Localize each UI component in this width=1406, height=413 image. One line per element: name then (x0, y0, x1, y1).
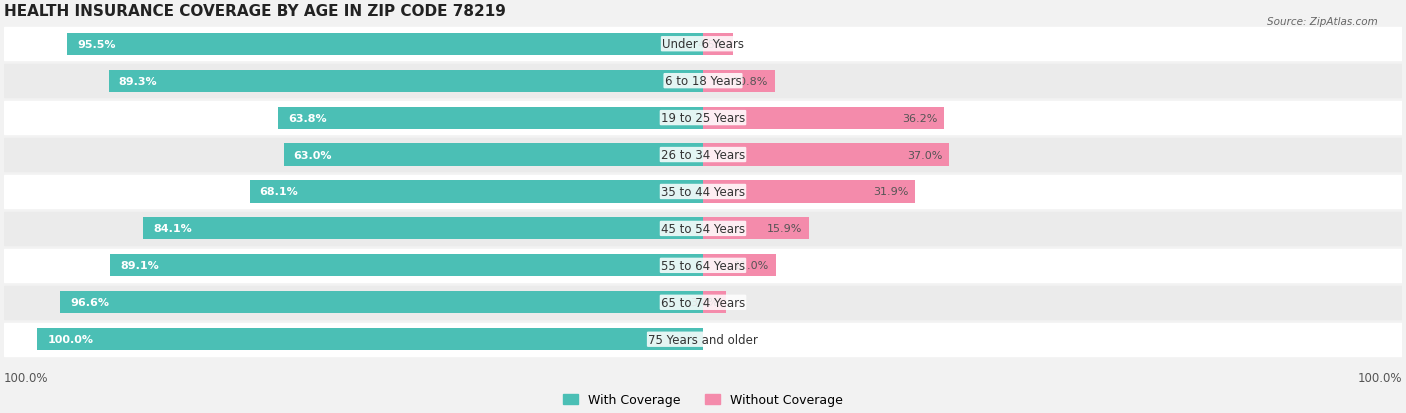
Legend: With Coverage, Without Coverage: With Coverage, Without Coverage (558, 388, 848, 411)
Text: 15.9%: 15.9% (766, 224, 803, 234)
Text: 65 to 74 Years: 65 to 74 Years (661, 296, 745, 309)
Text: Source: ZipAtlas.com: Source: ZipAtlas.com (1267, 17, 1378, 26)
Bar (703, 181, 915, 203)
Text: 63.8%: 63.8% (288, 113, 328, 123)
Text: 95.5%: 95.5% (77, 40, 115, 50)
Bar (60, 292, 703, 313)
Text: 68.1%: 68.1% (260, 187, 298, 197)
Bar (703, 218, 808, 240)
Bar (278, 107, 703, 129)
Text: 84.1%: 84.1% (153, 224, 193, 234)
Bar (703, 144, 949, 166)
Text: 100.0%: 100.0% (48, 335, 93, 344)
Text: Under 6 Years: Under 6 Years (662, 38, 744, 51)
Text: 100.0%: 100.0% (4, 371, 49, 384)
Text: 89.3%: 89.3% (118, 76, 157, 86)
Bar (250, 181, 703, 203)
Bar (703, 33, 733, 56)
Bar (4, 65, 1402, 98)
Text: 10.8%: 10.8% (733, 76, 768, 86)
Bar (4, 323, 1402, 356)
Bar (38, 328, 703, 351)
Text: 55 to 64 Years: 55 to 64 Years (661, 259, 745, 272)
Bar (110, 255, 703, 277)
Bar (703, 292, 725, 313)
Text: 35 to 44 Years: 35 to 44 Years (661, 185, 745, 199)
Text: 3.4%: 3.4% (690, 298, 718, 308)
Text: 6 to 18 Years: 6 to 18 Years (665, 75, 741, 88)
Text: 19 to 25 Years: 19 to 25 Years (661, 112, 745, 125)
Bar (4, 176, 1402, 209)
Bar (703, 255, 776, 277)
Text: 89.1%: 89.1% (120, 261, 159, 271)
Text: 96.6%: 96.6% (70, 298, 110, 308)
Bar (703, 107, 943, 129)
Bar (143, 218, 703, 240)
Text: 4.5%: 4.5% (697, 40, 727, 50)
Bar (67, 33, 703, 56)
Text: 26 to 34 Years: 26 to 34 Years (661, 149, 745, 161)
Text: 63.0%: 63.0% (294, 150, 332, 160)
Bar (284, 144, 703, 166)
Bar (4, 249, 1402, 282)
Bar (4, 102, 1402, 135)
Bar (703, 70, 775, 93)
Text: 75 Years and older: 75 Years and older (648, 333, 758, 346)
Text: 11.0%: 11.0% (734, 261, 769, 271)
Text: HEALTH INSURANCE COVERAGE BY AGE IN ZIP CODE 78219: HEALTH INSURANCE COVERAGE BY AGE IN ZIP … (4, 4, 506, 19)
Text: 37.0%: 37.0% (907, 150, 942, 160)
Bar (4, 212, 1402, 245)
Text: 31.9%: 31.9% (873, 187, 908, 197)
Text: 45 to 54 Years: 45 to 54 Years (661, 222, 745, 235)
Bar (108, 70, 703, 93)
Bar (4, 286, 1402, 319)
Text: 36.2%: 36.2% (901, 113, 938, 123)
Bar (4, 139, 1402, 172)
Bar (4, 28, 1402, 61)
Text: 100.0%: 100.0% (1357, 371, 1402, 384)
